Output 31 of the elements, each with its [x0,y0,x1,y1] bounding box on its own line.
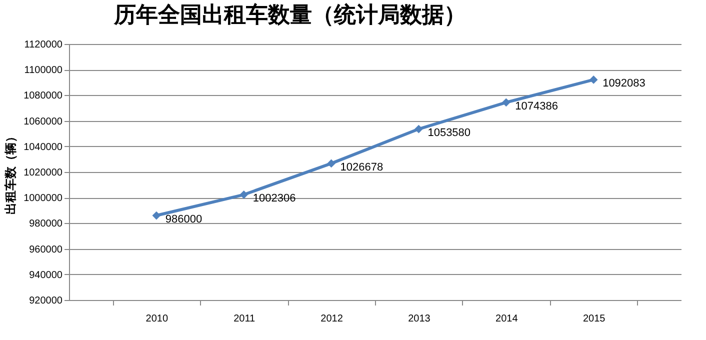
data-label: 1026678 [340,161,384,174]
y-tick-label: 980000 [29,218,63,230]
y-tick-label: 1060000 [24,116,63,128]
y-tick-label: 960000 [29,244,63,256]
point [589,76,598,84]
y-tick-label: 920000 [29,296,63,306]
y-tick-label: 1000000 [24,193,63,204]
x-tick-label: 2011 [234,314,256,324]
data-label: 1074386 [515,100,558,112]
data-label: 1053580 [428,127,471,140]
y-tick-label: 1040000 [24,142,63,153]
y-tick-label: 1120000 [24,40,63,50]
y-axis-title: 出租车数（辆） [4,130,18,214]
point [502,98,510,107]
x-tick-label: 2012 [320,314,344,324]
data-label: 1002306 [252,192,296,205]
point [152,211,161,220]
data-label: 986000 [165,214,202,226]
point [240,190,248,199]
y-tick-label: 1080000 [24,90,63,102]
x-tick-label: 2010 [146,314,168,324]
point [327,159,336,168]
x-tick-label: 2013 [408,314,431,324]
chart-title: 历年全国出租车数量（统计局数据） [113,2,466,27]
y-tick-label: 940000 [29,270,63,281]
y-tick-label: 1100000 [24,65,63,76]
x-tick-label: 2014 [496,314,518,324]
point [414,124,423,134]
data-label: 1092083 [602,78,646,90]
y-tick-label: 1020000 [24,168,63,178]
x-tick-label: 2015 [582,314,606,324]
